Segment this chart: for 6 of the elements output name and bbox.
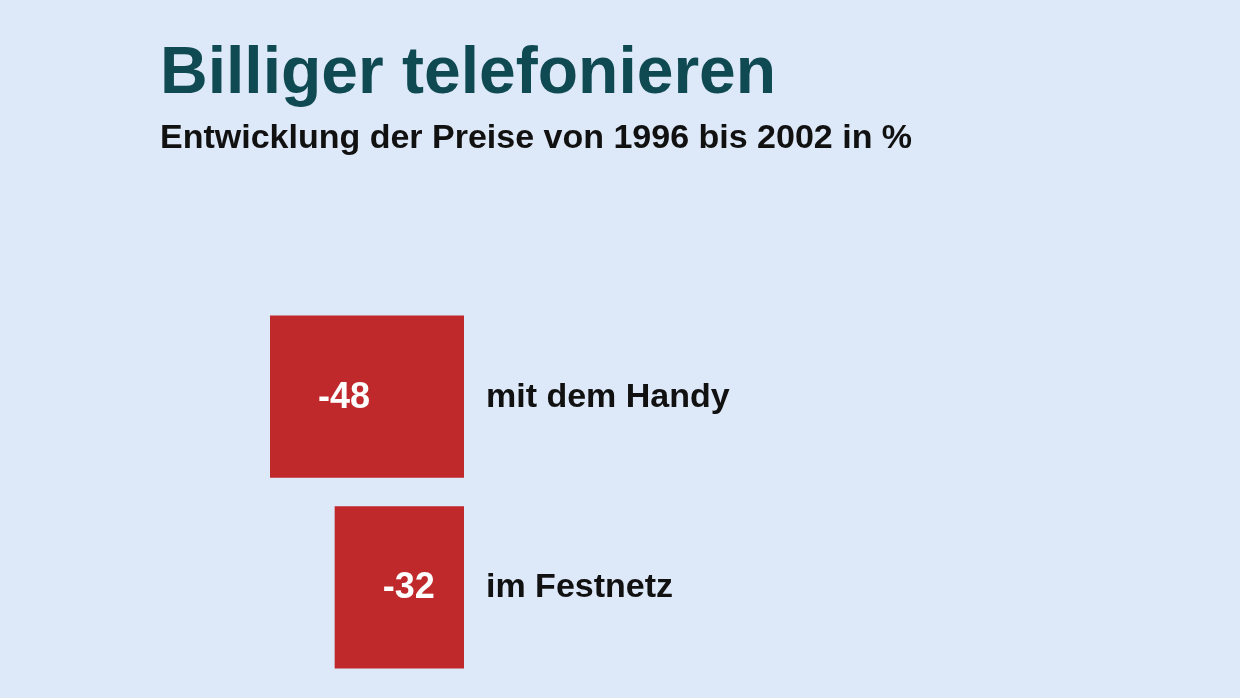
data-label: -32: [382, 565, 435, 607]
y-tick-label: mit dem Handy: [486, 375, 730, 414]
text: Entwicklung der Preise von 1996 bis 2002 in %: [160, 117, 913, 155]
data-label: -48: [318, 374, 371, 416]
chart-title: Billiger telefonieren: [160, 33, 777, 107]
y-tick-label: im Festnetz: [486, 566, 674, 605]
